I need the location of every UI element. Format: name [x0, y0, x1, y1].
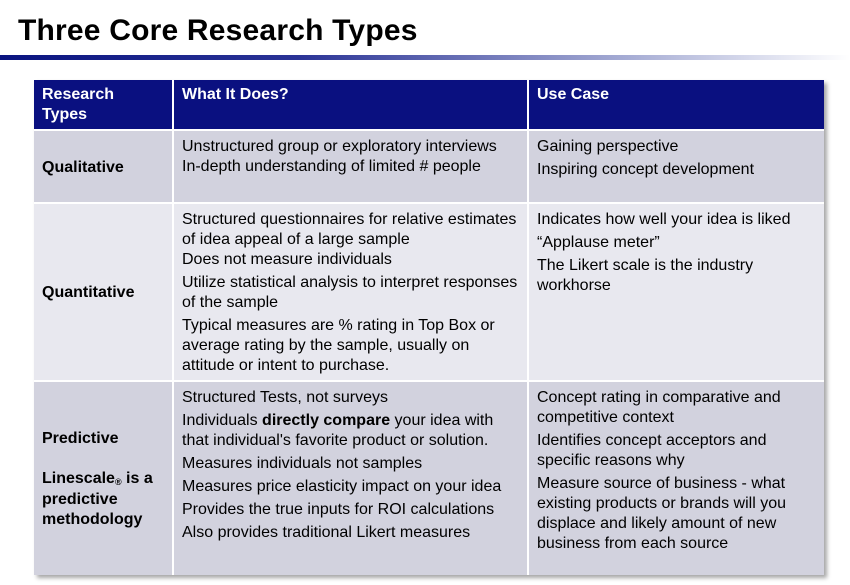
row-use-cell: Concept rating in comparative and compet… [528, 380, 824, 575]
header-what-it-does: What It Does? [173, 80, 529, 130]
list-item: In-depth understanding of limited # peop… [182, 158, 481, 175]
list-item: Inspiring concept development [537, 161, 755, 178]
list-item: Unstructured group or exploratory interv… [182, 138, 497, 155]
row-type-qualitative: Qualitative [34, 129, 174, 203]
list-item: Identifies concept acceptors and specifi… [537, 432, 767, 469]
list-item: Concept rating in comparative and compet… [537, 389, 781, 426]
row-use-cell: Indicates how well your idea is liked “A… [528, 202, 824, 381]
table-header-row: Research Types What It Does? Use Case [34, 80, 824, 130]
list-item: Individuals directly compare your idea w… [182, 412, 494, 449]
row-does-cell: Structured questionnaires for relative e… [173, 202, 529, 381]
title-underline [0, 55, 850, 60]
list-item: The Likert scale is the industry workhor… [537, 257, 754, 294]
list-item: Utilize statistical analysis to interpre… [182, 274, 518, 311]
table-row: Quantitative Structured questionnaires f… [34, 202, 824, 381]
row-type-predictive: Predictive Linescale® is a predictive me… [34, 380, 174, 575]
row-type-quantitative: Quantitative [34, 202, 174, 381]
row-does-cell: Unstructured group or exploratory interv… [173, 129, 529, 203]
research-types-table-container: Research Types What It Does? Use Case Qu… [34, 80, 824, 575]
row-does-cell: Structured Tests, not surveys Individual… [173, 380, 529, 575]
row-use-cell: Gaining perspective Inspiring concept de… [528, 129, 824, 203]
list-item: Gaining perspective [537, 138, 679, 155]
research-types-table: Research Types What It Does? Use Case Qu… [34, 80, 824, 575]
list-item: “Applause meter” [537, 234, 660, 251]
list-item: Also provides traditional Likert measure… [182, 524, 471, 541]
list-item: Measures price elasticity impact on your… [182, 478, 502, 495]
table-row: Predictive Linescale® is a predictive me… [34, 380, 824, 575]
list-item: Typical measures are % rating in Top Box… [182, 317, 495, 374]
table-row: Qualitative Unstructured group or explor… [34, 129, 824, 203]
linescale-note: Linescale® is a predictive methodology [42, 470, 153, 528]
header-use-case: Use Case [528, 80, 824, 130]
list-item: Structured questionnaires for relative e… [182, 211, 517, 248]
list-item: Provides the true inputs for ROI calcula… [182, 501, 495, 518]
list-item: Measure source of business - what existi… [537, 475, 787, 552]
list-item: Structured Tests, not surveys [182, 389, 389, 406]
page-title: Three Core Research Types [18, 14, 418, 47]
header-research-types: Research Types [34, 80, 174, 130]
list-item: Does not measure individuals [182, 251, 392, 268]
list-item: Indicates how well your idea is liked [537, 211, 791, 228]
list-item: Measures individuals not samples [182, 455, 423, 472]
